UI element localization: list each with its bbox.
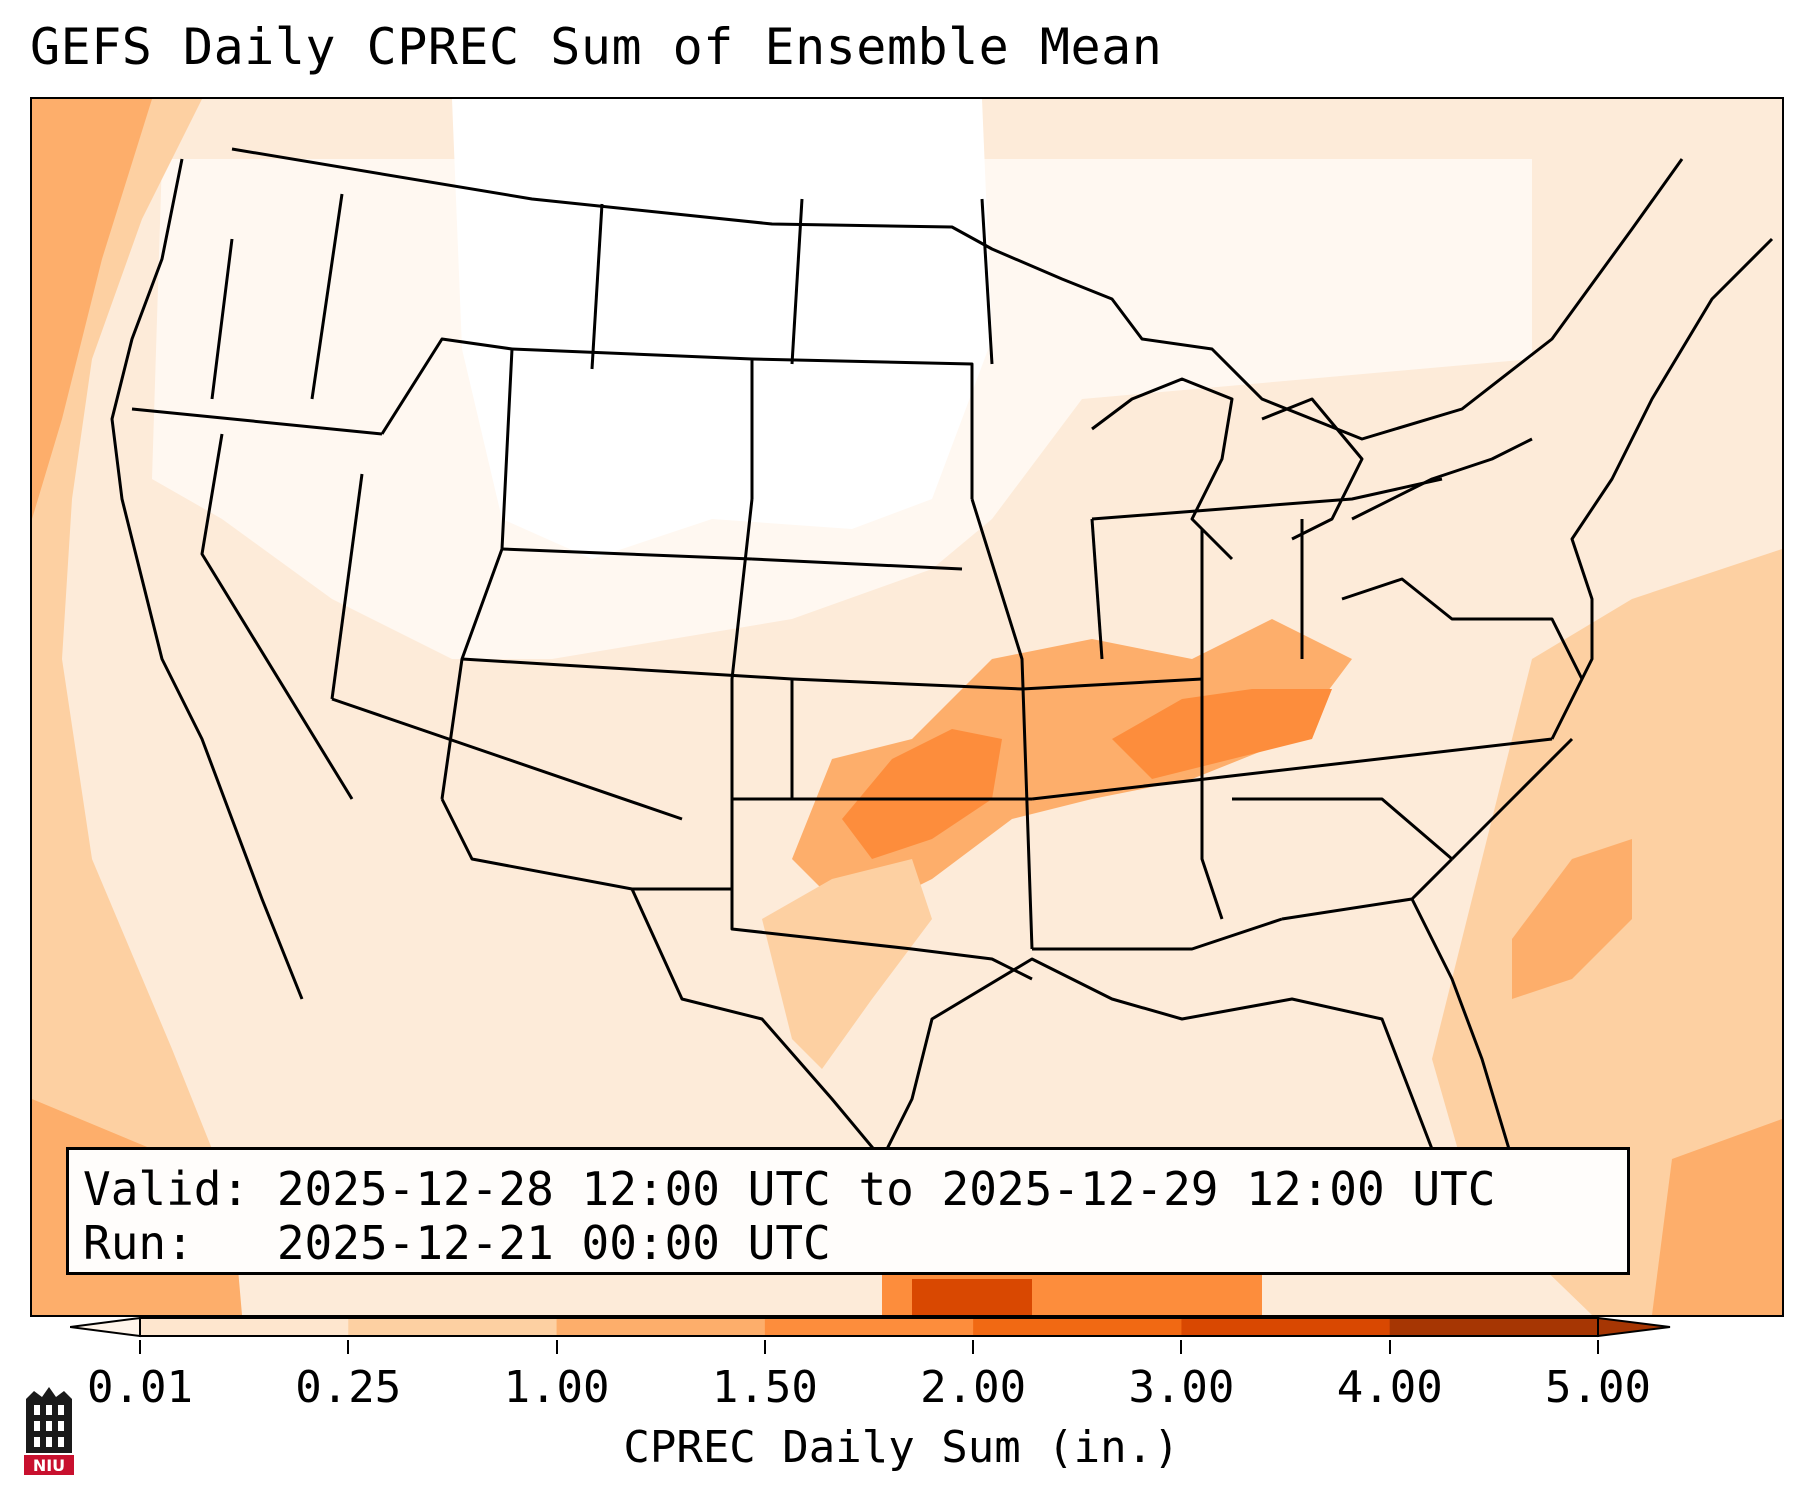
colorbar-tick-mark — [347, 1340, 350, 1354]
validity-info-box: Valid: 2025-12-28 12:00 UTC to 2025-12-2… — [66, 1147, 1630, 1275]
colorbar-tick-mark — [972, 1340, 975, 1354]
colorbar-extend-low — [70, 1316, 141, 1338]
colorbar-tick-label: 3.00 — [1128, 1362, 1235, 1413]
colorbar-segment — [348, 1318, 558, 1336]
colorbar-tick-mark — [763, 1340, 766, 1354]
state-boundaries — [110, 147, 1774, 1181]
colorbar-segment — [1181, 1318, 1391, 1336]
precip-field-pacific-band — [32, 99, 232, 1315]
run-time-text: Run: 2025-12-21 00:00 UTC — [83, 1216, 831, 1270]
precip-field-oklahoma-core — [842, 729, 1002, 859]
logo-tower — [26, 1387, 72, 1453]
colorbar-label: CPREC Daily Sum (in.) — [623, 1422, 1180, 1473]
colorbar-segment — [973, 1318, 1182, 1336]
colorbar-tick-mark — [1388, 1340, 1391, 1354]
precip-field-caribbean — [1652, 1119, 1782, 1315]
valid-time-text: Valid: 2025-12-28 12:00 UTC to 2025-12-2… — [83, 1162, 1496, 1216]
precip-map — [32, 99, 1782, 1315]
colorbar-segment — [1389, 1318, 1599, 1336]
colorbar-tick-label: 5.00 — [1545, 1362, 1651, 1413]
colorbar-border — [139, 1317, 1599, 1337]
colorbar-tick-mark — [139, 1340, 141, 1354]
precip-field-texas-streak — [762, 859, 932, 1069]
colorbar-tick-mark — [555, 1340, 558, 1354]
colorbar — [70, 1316, 1671, 1338]
colorbar-extend-high — [1597, 1316, 1671, 1338]
colorbar-tick-mark — [1597, 1340, 1599, 1354]
colorbar-tick-label: 0.01 — [87, 1362, 193, 1413]
colorbar-tick-label: 1.00 — [503, 1362, 610, 1413]
chart-title: GEFS Daily CPREC Sum of Ensemble Mean — [30, 18, 1163, 76]
logo-badge — [24, 1455, 74, 1475]
colorbar-ticks: 0.01 0.25 1.00 1.50 2.00 3.00 4.00 5.00 — [0, 1340, 1803, 1430]
university-tower-logo: NIU — [24, 1387, 74, 1475]
colorbar-tick-label: 2.00 — [920, 1362, 1027, 1413]
precip-field-gulf-peak — [912, 1279, 1032, 1315]
colorbar-tick-label: 4.00 — [1336, 1362, 1443, 1413]
map-panel — [30, 97, 1784, 1317]
colorbar-segment — [764, 1318, 974, 1336]
precip-field-none-northplains — [452, 99, 992, 559]
precip-field-pacific-core — [32, 99, 152, 519]
precip-field-atlantic-core — [1512, 839, 1632, 999]
colorbar-tick-mark — [1180, 1340, 1183, 1354]
colorbar-segment — [556, 1318, 766, 1336]
colorbar-tick-label: 1.50 — [711, 1362, 818, 1413]
logo-text: NIU — [33, 1456, 65, 1475]
colorbar-segments — [70, 1316, 1671, 1338]
colorbar-tick-label: 0.25 — [295, 1362, 402, 1413]
precip-field-central-band — [792, 619, 1352, 919]
colorbar-segment — [140, 1318, 349, 1336]
precip-field-kentucky-core — [1112, 689, 1332, 779]
logo-windows — [34, 1405, 64, 1447]
